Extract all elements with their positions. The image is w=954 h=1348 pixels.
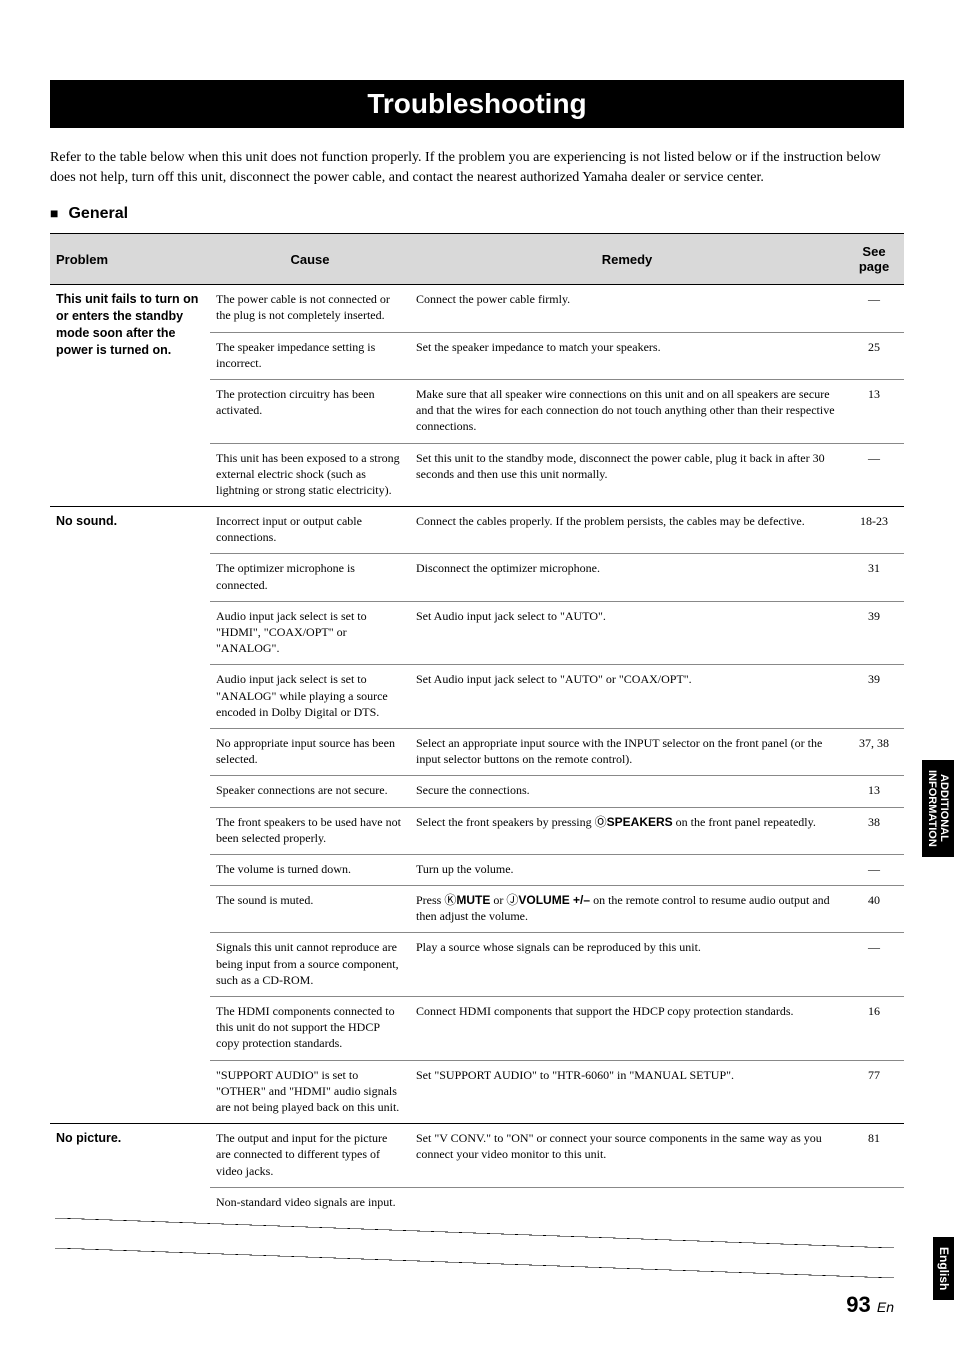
page-title: Troubleshooting (50, 80, 904, 128)
page-cell: 39 (844, 601, 904, 665)
page-cell: 16 (844, 997, 904, 1061)
side-tabs: ADDITIONALINFORMATION English (922, 760, 954, 1300)
col-cause: Cause (210, 234, 410, 285)
section-heading: General (50, 205, 904, 223)
cause-cell: The power cable is not connected or the … (210, 285, 410, 332)
remedy-cell: Disconnect the optimizer microphone. (410, 554, 844, 601)
cause-cell: Non-standard video signals are input. (210, 1187, 410, 1218)
remedy-cell: Turn up the volume. (410, 854, 844, 885)
cause-cell: The speaker impedance setting is incorre… (210, 332, 410, 379)
cause-cell: The output and input for the picture are… (210, 1124, 410, 1188)
remedy-cell: Select an appropriate input source with … (410, 728, 844, 775)
page-cell: 25 (844, 332, 904, 379)
cause-cell: "SUPPORT AUDIO" is set to "OTHER" and "H… (210, 1060, 410, 1124)
col-problem: Problem (50, 234, 210, 285)
page-cell: — (844, 285, 904, 332)
page-cell: 37, 38 (844, 728, 904, 775)
cause-cell: Audio input jack select is set to "ANALO… (210, 665, 410, 729)
page-cell: 40 (844, 886, 904, 933)
page-cell: 38 (844, 807, 904, 854)
page-cell: 39 (844, 665, 904, 729)
col-remedy: Remedy (410, 234, 844, 285)
page-cell: — (844, 443, 904, 507)
remedy-cell: Set the speaker impedance to match your … (410, 332, 844, 379)
remedy-cell: Set this unit to the standby mode, disco… (410, 443, 844, 507)
troubleshooting-table: Problem Cause Remedy See page This unit … (50, 233, 904, 1218)
remedy-cell: Connect the cables properly. If the prob… (410, 507, 844, 554)
remedy-cell: Connect the power cable firmly. (410, 285, 844, 332)
table-row: This unit fails to turn on or enters the… (50, 285, 904, 332)
remedy-cell (410, 1187, 844, 1218)
page-cell: — (844, 854, 904, 885)
cause-cell: The HDMI components connected to this un… (210, 997, 410, 1061)
page-cell: — (844, 933, 904, 997)
tab-language: English (933, 1237, 954, 1300)
page-cell (844, 1187, 904, 1218)
table-row: No picture.The output and input for the … (50, 1124, 904, 1188)
cause-cell: No appropriate input source has been sel… (210, 728, 410, 775)
table-row: No sound.Incorrect input or output cable… (50, 507, 904, 554)
intro-text: Refer to the table below when this unit … (50, 148, 904, 187)
page-cell: 77 (844, 1060, 904, 1124)
page-cell: 18-23 (844, 507, 904, 554)
remedy-cell: Select the front speakers by pressing ⓄS… (410, 807, 844, 854)
remedy-cell: Set Audio input jack select to "AUTO" or… (410, 665, 844, 729)
cause-cell: The front speakers to be used have not b… (210, 807, 410, 854)
cause-cell: Signals this unit cannot reproduce are b… (210, 933, 410, 997)
page-cut-indicator-2 (55, 1248, 894, 1278)
remedy-cell: Set Audio input jack select to "AUTO". (410, 601, 844, 665)
tab-additional-info: ADDITIONALINFORMATION (922, 760, 954, 857)
page-cut-indicator (55, 1218, 894, 1248)
remedy-cell: Press ⓀMUTE or ⒿVOLUME +/– on the remote… (410, 886, 844, 933)
cause-cell: This unit has been exposed to a strong e… (210, 443, 410, 507)
remedy-cell: Connect HDMI components that support the… (410, 997, 844, 1061)
cause-cell: The volume is turned down. (210, 854, 410, 885)
remedy-cell: Set "SUPPORT AUDIO" to "HTR-6060" in "MA… (410, 1060, 844, 1124)
remedy-cell: Make sure that all speaker wire connecti… (410, 379, 844, 443)
remedy-cell: Set "V CONV." to "ON" or connect your so… (410, 1124, 844, 1188)
remedy-cell: Secure the connections. (410, 776, 844, 807)
page-number: 93 En (846, 1292, 894, 1318)
cause-cell: The protection circuitry has been activa… (210, 379, 410, 443)
cause-cell: Incorrect input or output cable connecti… (210, 507, 410, 554)
page-cell: 13 (844, 776, 904, 807)
cause-cell: Speaker connections are not secure. (210, 776, 410, 807)
problem-cell: No picture. (50, 1124, 210, 1218)
cause-cell: Audio input jack select is set to "HDMI"… (210, 601, 410, 665)
problem-cell: No sound. (50, 507, 210, 1124)
page-cell: 13 (844, 379, 904, 443)
cause-cell: The sound is muted. (210, 886, 410, 933)
page-cell: 81 (844, 1124, 904, 1188)
page-cell: 31 (844, 554, 904, 601)
col-seepage: See page (844, 234, 904, 285)
remedy-cell: Play a source whose signals can be repro… (410, 933, 844, 997)
cause-cell: The optimizer microphone is connected. (210, 554, 410, 601)
problem-cell: This unit fails to turn on or enters the… (50, 285, 210, 507)
